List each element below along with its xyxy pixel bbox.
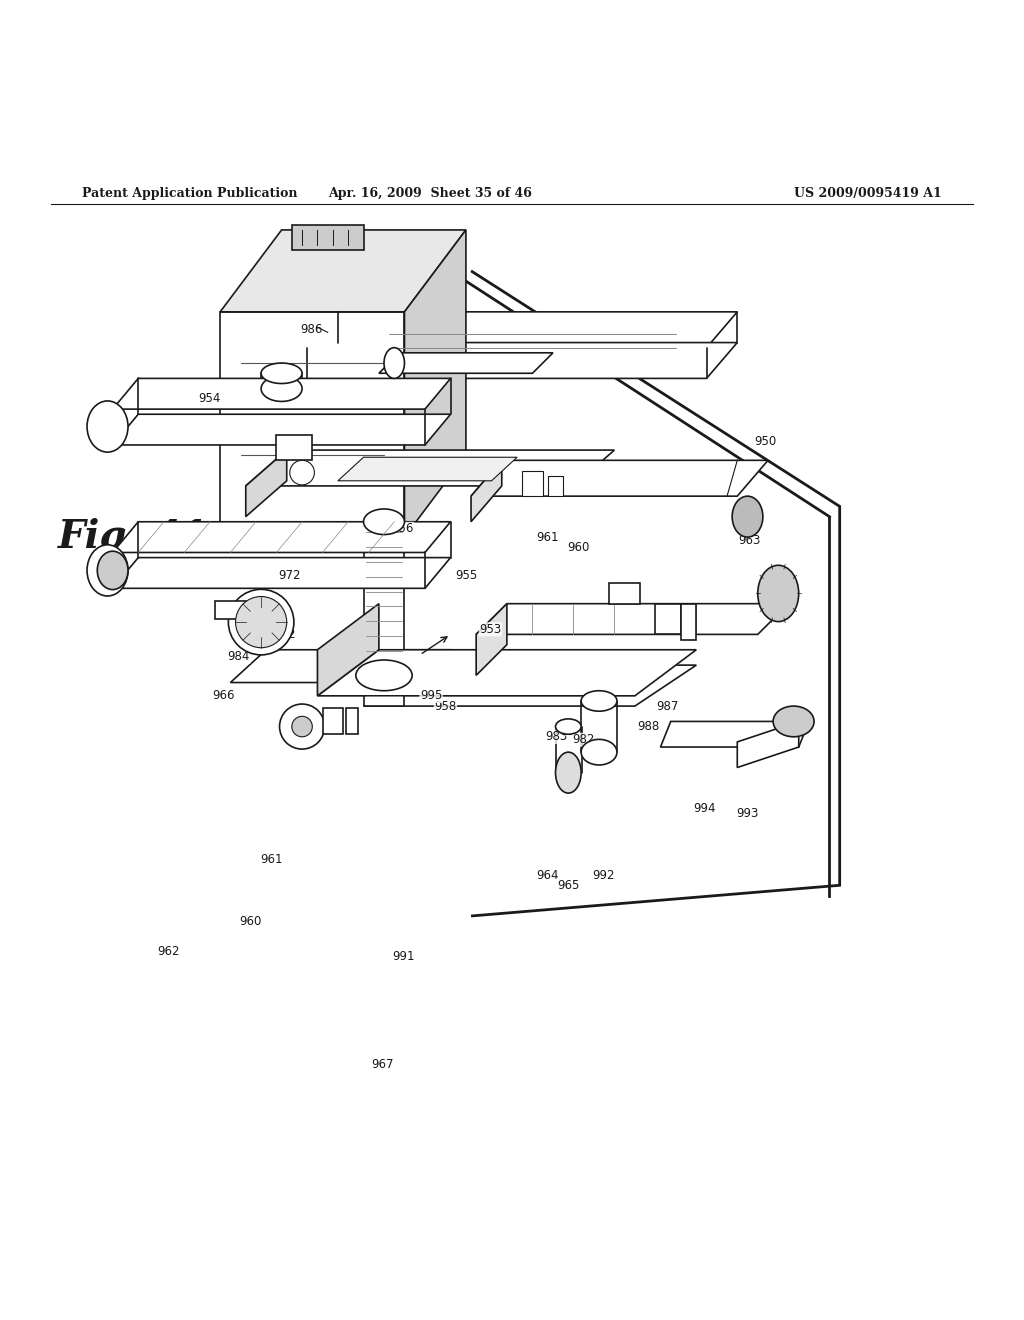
- Polygon shape: [220, 312, 404, 537]
- Text: Apr. 16, 2009  Sheet 35 of 46: Apr. 16, 2009 Sheet 35 of 46: [328, 186, 532, 199]
- Bar: [609, 583, 640, 603]
- Text: 954: 954: [199, 392, 221, 405]
- Text: 992: 992: [592, 869, 614, 882]
- Text: 965: 965: [557, 879, 580, 892]
- Ellipse shape: [87, 545, 128, 597]
- Text: 984: 984: [227, 651, 250, 664]
- Text: 953: 953: [479, 623, 502, 636]
- Bar: [364, 521, 404, 706]
- Text: 950: 950: [754, 436, 776, 449]
- Text: 960: 960: [240, 915, 262, 928]
- Polygon shape: [404, 230, 466, 537]
- Polygon shape: [317, 603, 379, 696]
- Polygon shape: [113, 379, 451, 409]
- Ellipse shape: [364, 510, 404, 535]
- Polygon shape: [476, 603, 507, 676]
- Text: 960: 960: [567, 541, 590, 554]
- Circle shape: [228, 589, 294, 655]
- Ellipse shape: [773, 706, 814, 737]
- Bar: [346, 708, 358, 734]
- Polygon shape: [379, 352, 553, 374]
- Ellipse shape: [261, 376, 302, 401]
- Text: Patent Application Publication: Patent Application Publication: [82, 186, 297, 199]
- Text: 983: 983: [545, 730, 567, 743]
- Polygon shape: [471, 461, 768, 496]
- Polygon shape: [113, 414, 451, 445]
- Ellipse shape: [261, 363, 302, 384]
- Circle shape: [292, 717, 312, 737]
- Text: 982: 982: [572, 734, 595, 746]
- Bar: [323, 708, 343, 734]
- Text: 961: 961: [260, 853, 283, 866]
- Text: 988: 988: [637, 721, 659, 733]
- Ellipse shape: [356, 660, 412, 690]
- Polygon shape: [317, 649, 696, 696]
- Text: Fig. 41: Fig. 41: [58, 517, 208, 556]
- Text: 955: 955: [455, 569, 477, 582]
- Circle shape: [280, 704, 325, 748]
- Text: 995: 995: [420, 689, 442, 702]
- Text: 962: 962: [273, 628, 296, 642]
- Text: 966: 966: [212, 689, 234, 702]
- Ellipse shape: [555, 752, 582, 793]
- Ellipse shape: [758, 565, 799, 622]
- Polygon shape: [292, 224, 364, 251]
- Circle shape: [290, 461, 314, 484]
- Polygon shape: [307, 312, 737, 347]
- Polygon shape: [338, 457, 517, 480]
- Text: 962: 962: [158, 945, 180, 958]
- Bar: [681, 603, 696, 639]
- Polygon shape: [113, 521, 451, 553]
- Polygon shape: [364, 665, 696, 706]
- Polygon shape: [220, 230, 466, 312]
- Text: 963: 963: [738, 533, 761, 546]
- Ellipse shape: [97, 552, 128, 590]
- Ellipse shape: [732, 496, 763, 537]
- Text: 994: 994: [693, 803, 716, 814]
- Bar: [522, 470, 543, 496]
- Bar: [215, 601, 246, 619]
- Polygon shape: [230, 649, 451, 682]
- Text: 956: 956: [391, 523, 414, 536]
- Text: 991: 991: [392, 950, 415, 964]
- Text: 964: 964: [537, 869, 559, 882]
- Text: 958: 958: [434, 700, 457, 713]
- Polygon shape: [246, 450, 614, 486]
- Polygon shape: [476, 603, 788, 635]
- Text: 993: 993: [736, 807, 759, 820]
- Ellipse shape: [87, 401, 128, 453]
- Text: 987: 987: [656, 700, 679, 713]
- Bar: [548, 475, 563, 496]
- Text: 986: 986: [300, 323, 323, 335]
- Text: US 2009/0095419 A1: US 2009/0095419 A1: [795, 186, 942, 199]
- Polygon shape: [307, 312, 338, 379]
- Ellipse shape: [384, 347, 404, 379]
- Ellipse shape: [582, 690, 616, 711]
- Polygon shape: [737, 722, 799, 767]
- Bar: [276, 434, 312, 461]
- Polygon shape: [113, 557, 451, 589]
- Polygon shape: [307, 343, 737, 379]
- Circle shape: [236, 597, 287, 648]
- Polygon shape: [246, 450, 287, 516]
- Ellipse shape: [582, 739, 616, 766]
- Polygon shape: [471, 461, 502, 521]
- Text: 961: 961: [537, 531, 559, 544]
- Text: 967: 967: [372, 1059, 394, 1071]
- Text: 972: 972: [279, 569, 301, 582]
- Bar: [655, 603, 681, 635]
- Polygon shape: [660, 722, 809, 747]
- Ellipse shape: [555, 719, 582, 734]
